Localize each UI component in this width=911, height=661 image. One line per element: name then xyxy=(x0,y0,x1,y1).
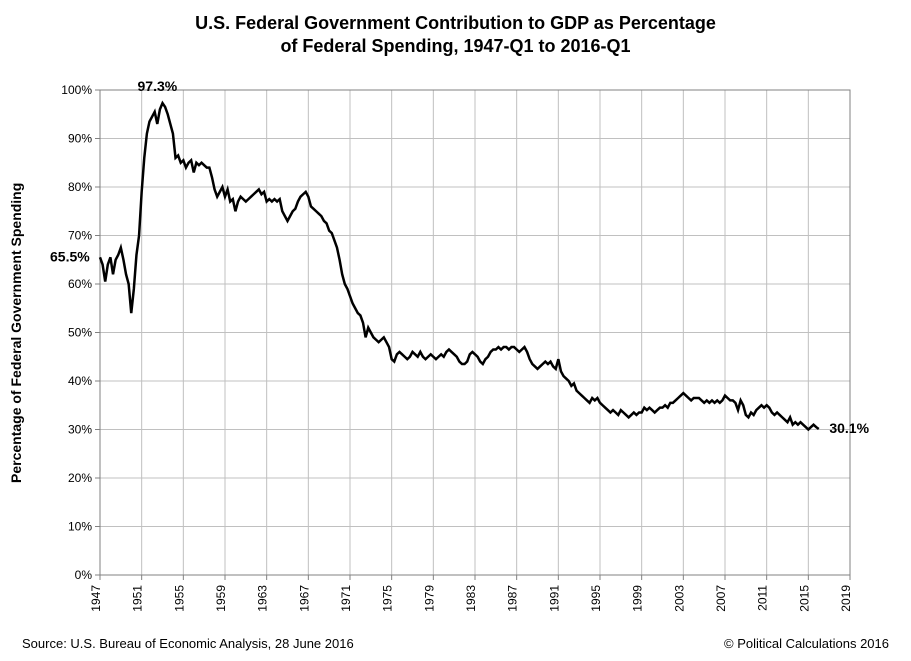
svg-text:70%: 70% xyxy=(68,229,92,243)
svg-text:100%: 100% xyxy=(61,83,92,97)
svg-text:1987: 1987 xyxy=(506,585,520,612)
svg-text:2011: 2011 xyxy=(756,585,770,611)
svg-text:1951: 1951 xyxy=(131,585,145,612)
copyright-text: © Political Calculations 2016 xyxy=(724,636,889,651)
svg-text:1955: 1955 xyxy=(172,585,186,612)
svg-text:90%: 90% xyxy=(68,132,92,146)
svg-text:2019: 2019 xyxy=(839,585,853,612)
svg-text:1971: 1971 xyxy=(339,585,353,612)
svg-text:2007: 2007 xyxy=(714,585,728,612)
svg-text:1999: 1999 xyxy=(631,585,645,612)
svg-text:1979: 1979 xyxy=(422,585,436,612)
source-text: Source: U.S. Bureau of Economic Analysis… xyxy=(22,636,354,651)
svg-text:20%: 20% xyxy=(68,471,92,485)
svg-text:1967: 1967 xyxy=(297,585,311,612)
svg-text:60%: 60% xyxy=(68,277,92,291)
annotation-label: 30.1% xyxy=(829,420,869,436)
chart-svg: 0% 10% 20% 30% 40% 50% 60% 70% 80% 90% 100% 1947 195… xyxy=(0,0,911,661)
svg-text:2015: 2015 xyxy=(797,585,811,612)
svg-text:1959: 1959 xyxy=(214,585,228,612)
svg-text:30%: 30% xyxy=(68,423,92,437)
svg-text:1991: 1991 xyxy=(547,585,561,612)
chart-container: U.S. Federal Government Contribution to … xyxy=(0,0,911,661)
svg-text:1975: 1975 xyxy=(381,585,395,612)
svg-text:10%: 10% xyxy=(68,520,92,534)
svg-text:40%: 40% xyxy=(68,374,92,388)
svg-text:0%: 0% xyxy=(75,568,93,582)
annotation-label: 97.3% xyxy=(138,78,178,94)
svg-text:1947: 1947 xyxy=(89,585,103,612)
annotation-label: 65.5% xyxy=(50,248,90,264)
svg-text:1983: 1983 xyxy=(464,585,478,612)
svg-text:50%: 50% xyxy=(68,326,92,340)
svg-text:1963: 1963 xyxy=(256,585,270,612)
svg-text:80%: 80% xyxy=(68,180,92,194)
svg-text:1995: 1995 xyxy=(589,585,603,612)
svg-text:2003: 2003 xyxy=(672,585,686,612)
